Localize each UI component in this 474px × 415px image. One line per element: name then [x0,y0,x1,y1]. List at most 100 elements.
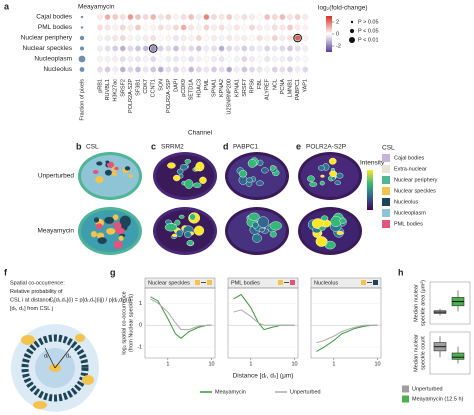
legend-swatch [382,220,390,228]
blob [336,172,344,179]
dot [203,66,210,73]
blob [194,165,201,172]
dot [302,14,309,20]
dot [180,66,187,73]
row-label: Nuclear speckles [23,45,73,52]
legend-swatch [382,165,390,173]
formula: Cⱼ[dᵣ,dₛ](i) = p[dᵣ,dₛ](i|j) / p[dᵣ,dₛ](… [49,297,131,303]
description: Spatial co-occurrence: [10,280,65,286]
legend-label: Nuclear periphery [394,177,438,183]
dot [188,56,195,62]
dot [119,14,126,20]
dot [150,45,157,52]
blob [97,237,107,244]
dot [287,35,293,41]
axis-label: speckle area (μm²) [420,280,426,326]
dot [302,45,309,52]
dot [104,14,111,20]
dot [188,24,195,31]
column-label: pCDK9 [181,79,187,97]
blob [104,216,115,224]
subplot-title: Nucleolus [314,280,338,286]
legend-swatch [402,385,409,393]
blob [257,216,269,228]
axis-label: Median nuclear [413,334,419,372]
dot [203,24,210,31]
legend-title: CSL [382,145,395,152]
dot [165,45,172,52]
dot [195,66,202,73]
dot [233,24,240,31]
dot [104,56,111,62]
dot [249,45,255,52]
fraction-dot [79,35,85,41]
nucleus-image [153,152,217,200]
diagram-label: dₛ [66,353,71,359]
dot [203,45,210,52]
dot [287,66,293,73]
dot [157,66,164,73]
dot [279,66,286,73]
colorbar [326,16,332,52]
dot [180,24,187,31]
legend-swatch [382,176,390,184]
colorbar-tick-label: 2 [336,19,339,25]
column-label: SPNA1 [211,79,217,97]
dot [211,35,217,41]
dot [271,35,278,41]
icon [195,280,200,285]
dot [241,56,248,62]
dot [294,45,301,52]
dot [249,66,255,73]
legend-label: Nucleolus [394,199,418,205]
highlight-ring [293,33,302,43]
column-label: RUVBL1 [105,79,111,100]
plot-frame [429,281,471,325]
panel-label: a [4,1,10,11]
dot [127,45,134,52]
dot [195,14,202,20]
blob [339,217,347,224]
dot [127,66,134,73]
dot [157,45,164,52]
dot [226,45,233,52]
blob [307,175,315,183]
dot [173,56,179,62]
dot [203,14,210,20]
blob [252,233,262,243]
dot [173,24,179,31]
column-label: KPNA2 [219,79,225,97]
blob [189,213,196,221]
panel-label: b [76,141,82,151]
blob [269,231,277,238]
dot [249,56,255,62]
legend-label: Unperturbed [290,389,321,395]
legend-swatch [382,198,390,206]
dot [226,56,233,62]
blob [90,230,97,238]
blob [128,174,134,178]
blob [318,165,325,171]
axis-label: Channel [188,130,213,137]
dot [150,24,157,31]
dot [203,35,210,41]
fraction-dot [79,67,85,72]
dot [195,45,202,52]
dot [142,66,149,73]
dot [150,66,157,73]
legend-label: P < 0.01 [358,37,379,43]
plot-frame [227,287,299,359]
dot [112,56,119,62]
colorbar-label: Intensity [360,160,385,167]
dot [97,45,103,52]
dot [211,14,217,20]
blob [175,229,183,238]
diagram [11,324,99,412]
legend-dot [350,20,354,24]
series-line [150,296,212,339]
nucleus-image [78,152,142,200]
row-label: Nuclear periphery [21,35,73,42]
dot [112,35,119,41]
dot [165,66,172,73]
dot [135,66,141,73]
